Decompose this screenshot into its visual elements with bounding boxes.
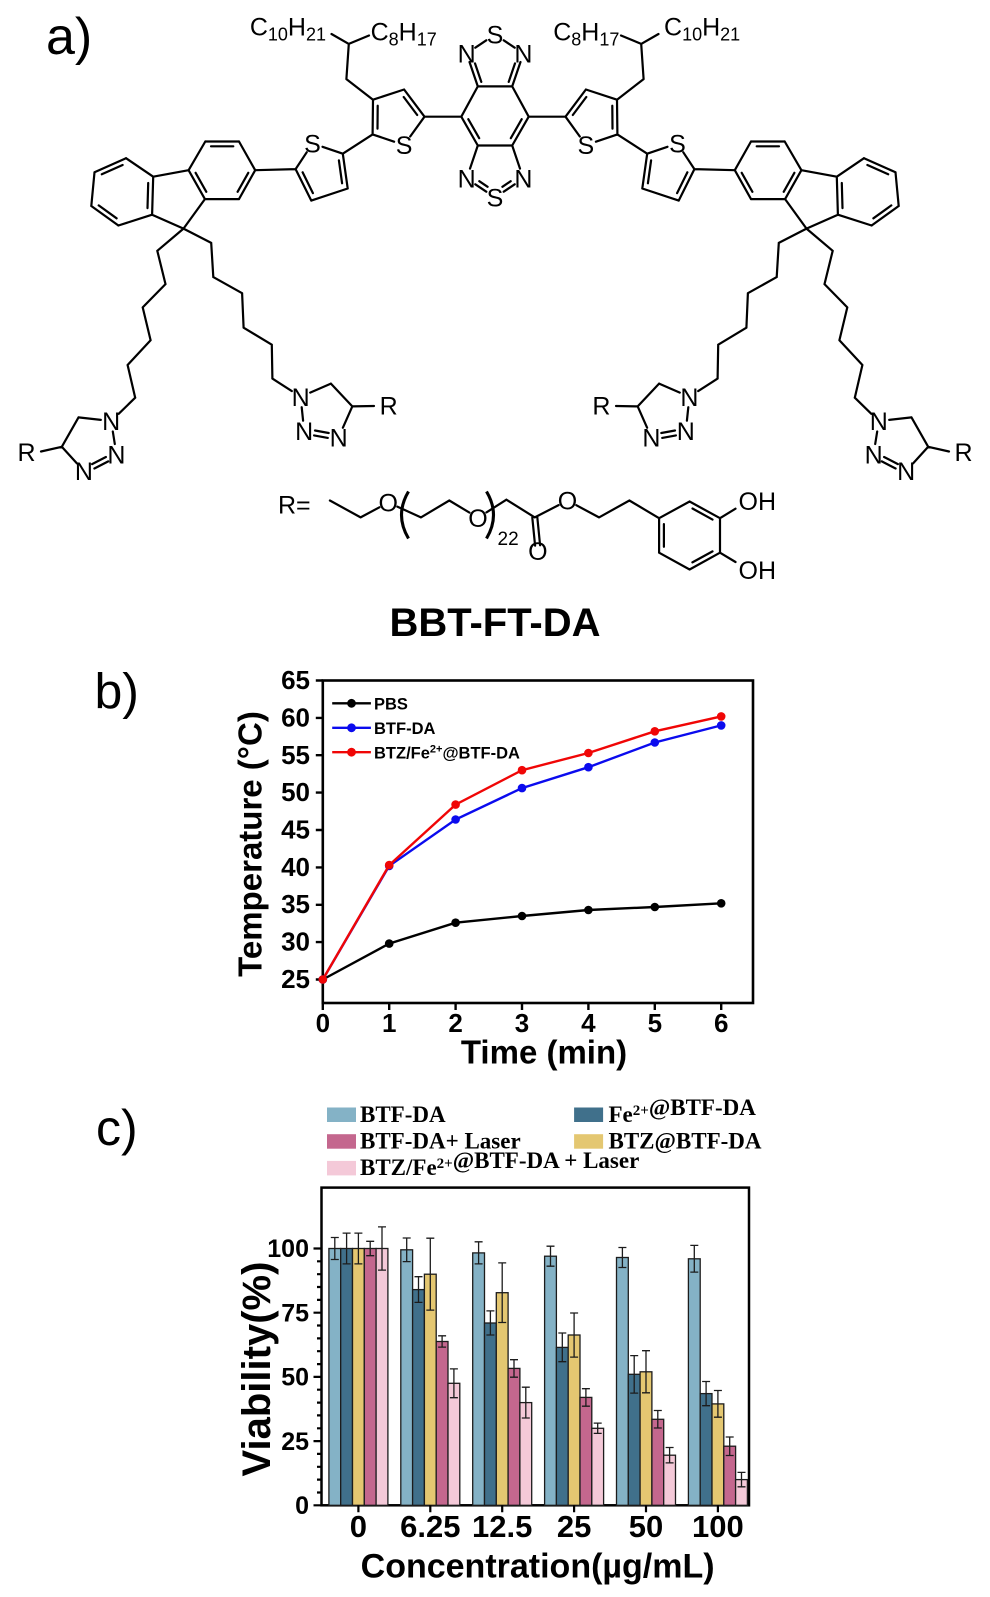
svg-text:60: 60 (281, 702, 310, 732)
svg-text:Concentration(µg/mL): Concentration(µg/mL) (361, 1548, 715, 1586)
svg-text:BBT-FT-DA: BBT-FT-DA (389, 601, 600, 645)
svg-text:N: N (75, 458, 93, 486)
svg-text:PBS: PBS (374, 696, 408, 714)
svg-text:R: R (954, 439, 972, 467)
svg-text:N: N (458, 166, 476, 194)
svg-text:C8H17: C8H17 (553, 19, 619, 50)
svg-text:N: N (514, 41, 532, 69)
svg-text:25: 25 (281, 964, 310, 994)
svg-text:R: R (17, 439, 35, 467)
svg-text:OH: OH (739, 488, 777, 516)
svg-text:OH: OH (739, 557, 777, 585)
svg-text:O: O (468, 505, 487, 533)
svg-text:R: R (380, 393, 398, 421)
svg-text:50: 50 (629, 1509, 663, 1544)
svg-text:3: 3 (515, 1008, 529, 1038)
svg-text:BTF-DA: BTF-DA (360, 1102, 446, 1127)
svg-text:C10H21: C10H21 (664, 13, 740, 44)
svg-text:0: 0 (350, 1509, 367, 1544)
svg-text:S: S (396, 132, 413, 160)
svg-text:50: 50 (281, 1364, 309, 1392)
svg-text:65: 65 (281, 665, 310, 695)
svg-text:BTZ/Fe2+@BTF-DA + Laser: BTZ/Fe2+@BTF-DA + Laser (360, 1148, 639, 1180)
svg-text:N: N (458, 41, 476, 69)
svg-text:S: S (304, 131, 321, 159)
svg-text:Viability(%): Viability(%) (235, 1262, 279, 1477)
svg-text:C10H21: C10H21 (250, 13, 326, 44)
svg-text:N: N (870, 408, 888, 436)
svg-text:5: 5 (648, 1008, 662, 1038)
svg-text:25: 25 (557, 1509, 591, 1544)
svg-text:N: N (642, 424, 660, 452)
svg-text:O: O (558, 488, 577, 516)
svg-text:50: 50 (281, 777, 310, 807)
svg-text:2: 2 (448, 1008, 462, 1038)
svg-text:c): c) (96, 1100, 138, 1156)
svg-text:12.5: 12.5 (472, 1509, 532, 1544)
svg-text:100: 100 (692, 1509, 744, 1544)
svg-text:N: N (514, 166, 532, 194)
svg-text:N: N (102, 408, 120, 436)
svg-text:25: 25 (281, 1428, 309, 1456)
svg-text:6: 6 (714, 1008, 728, 1038)
svg-text:O: O (378, 490, 397, 518)
svg-text:S: S (669, 131, 686, 159)
svg-text:4: 4 (581, 1008, 596, 1038)
svg-text:N: N (865, 441, 883, 469)
svg-text:N: N (680, 384, 698, 412)
svg-text:S: S (487, 185, 504, 213)
svg-text:0: 0 (316, 1008, 330, 1038)
svg-text:R=: R= (278, 492, 311, 520)
svg-text:R: R (592, 393, 610, 421)
svg-text:a): a) (46, 8, 92, 66)
svg-text:40: 40 (281, 852, 310, 882)
svg-text:1: 1 (382, 1008, 396, 1038)
svg-text:N: N (295, 418, 313, 446)
svg-text:C8H17: C8H17 (371, 19, 437, 50)
svg-text:45: 45 (281, 815, 310, 845)
svg-text:BTF-DA+ Laser: BTF-DA+ Laser (360, 1129, 521, 1154)
svg-text:O: O (528, 538, 547, 566)
svg-text:N: N (677, 418, 695, 446)
svg-text:100: 100 (267, 1235, 309, 1263)
svg-text:N: N (292, 384, 310, 412)
svg-text:75: 75 (281, 1299, 309, 1327)
svg-text:S: S (487, 22, 504, 50)
svg-text:N: N (897, 458, 915, 486)
svg-text:55: 55 (281, 740, 310, 770)
svg-text:Fe2+@BTF-DA: Fe2+@BTF-DA (609, 1095, 757, 1127)
svg-text:N: N (330, 424, 348, 452)
svg-text:BTZ/Fe2+@BTF-DA: BTZ/Fe2+@BTF-DA (374, 743, 520, 762)
svg-text:BTZ@BTF-DA: BTZ@BTF-DA (609, 1129, 762, 1155)
svg-text:S: S (578, 132, 595, 160)
svg-text:22: 22 (498, 529, 519, 550)
svg-text:35: 35 (281, 889, 310, 919)
svg-text:Temperature (°C): Temperature (°C) (232, 711, 269, 977)
svg-text:b): b) (95, 664, 139, 720)
svg-text:6.25: 6.25 (400, 1509, 460, 1544)
svg-text:0: 0 (295, 1492, 309, 1520)
svg-text:Time (min): Time (min) (461, 1034, 627, 1071)
svg-text:30: 30 (281, 927, 310, 957)
svg-text:N: N (107, 441, 125, 469)
svg-text:BTF-DA: BTF-DA (374, 720, 435, 738)
